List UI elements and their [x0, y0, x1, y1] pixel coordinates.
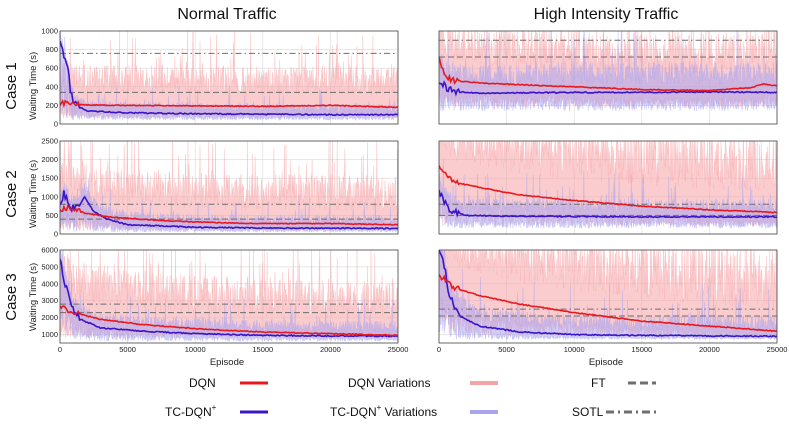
- row-label-case-2: Case 2: [3, 170, 20, 218]
- plot-content: [60, 250, 398, 343]
- x-tick-label: 25000: [388, 345, 409, 354]
- legend-label-dqn: DQN: [189, 376, 216, 390]
- panel-r2-c2: [438, 140, 778, 235]
- legend-label-sotl: SOTL: [572, 405, 604, 419]
- x-tick-label: 10000: [185, 345, 206, 354]
- plot-content: [60, 141, 398, 233]
- y-tick-label: 400: [45, 82, 58, 91]
- panel-r3-c2: 0 5000 10000 15000 20000 25000: [437, 249, 788, 354]
- y-tick-label: 800: [45, 45, 58, 54]
- y-tick-label: 6000: [41, 246, 58, 255]
- y-tick-label: 0: [54, 230, 58, 239]
- y-tick-label: 0: [54, 120, 58, 129]
- x-tick-label: 10000: [564, 345, 585, 354]
- dqn-line: [60, 305, 398, 337]
- y-tick-label: 1000: [41, 27, 58, 36]
- x-tick-label: 20000: [699, 345, 720, 354]
- y-tick-label: 5000: [41, 262, 58, 271]
- y-tick-label: 500: [45, 211, 58, 220]
- tcdqn-line: [439, 80, 777, 97]
- legend-label-ft: FT: [591, 376, 606, 390]
- dqn-line: [439, 274, 777, 333]
- y-tick-label: 3000: [41, 296, 58, 305]
- legend-label-tcdqn-variations: TC-DQN+ Variations: [330, 403, 437, 419]
- dqn-line: [439, 56, 777, 92]
- plot-content: [439, 141, 777, 230]
- x-tick-label: 25000: [767, 345, 788, 354]
- ylabel-case-2: Waiting Time (s): [28, 160, 39, 228]
- plot-frame: [59, 249, 399, 344]
- panel-r1-c2: [438, 30, 778, 125]
- dqn-line: [60, 98, 398, 109]
- plot-frame: [438, 30, 778, 125]
- y-tick-label: 200: [45, 101, 58, 110]
- y-tick-label: 2500: [41, 137, 58, 146]
- plot-frame: [59, 140, 399, 235]
- column-title-normal: Normal Traffic: [177, 6, 276, 23]
- tcdqn-variations-band: [439, 158, 777, 230]
- y-tick-label: 600: [45, 64, 58, 73]
- ylabel-case-3: Waiting Time (s): [28, 263, 39, 331]
- y-tick-label: 4000: [41, 279, 58, 288]
- xlabel-normal: Episode: [210, 357, 244, 368]
- tcdqn-variations-band: [60, 250, 398, 343]
- plot-frame: [59, 30, 399, 125]
- panel-r2-c1: 0 500 1000 1500 2000 2500: [41, 137, 399, 239]
- tcdqn-line: [60, 190, 398, 230]
- legend-label-tcdqn: TC-DQN+: [165, 403, 217, 419]
- legend: DQN TC-DQN+ DQN Variations TC-DQN+ Varia…: [165, 376, 660, 419]
- x-tick-label: 5000: [498, 345, 515, 354]
- y-tick-label: 1000: [41, 330, 58, 339]
- tcdqn-variations-band: [439, 250, 777, 341]
- panel-r1-c1: 0 200 400 600 800 1000: [41, 27, 399, 129]
- xlabel-high: Episode: [589, 357, 623, 368]
- x-tick-label: 20000: [320, 345, 341, 354]
- plot-content: [439, 250, 777, 341]
- ylabel-case-1: Waiting Time (s): [28, 52, 39, 120]
- y-tick-label: 2000: [41, 313, 58, 322]
- row-label-case-1: Case 1: [3, 62, 20, 110]
- legend-label-dqn-variations: DQN Variations: [348, 376, 430, 390]
- tcdqn-line: [60, 258, 398, 338]
- plot-frame: [438, 140, 778, 235]
- y-tick-label: 2000: [41, 155, 58, 164]
- dqn-line: [60, 204, 398, 226]
- column-title-high: High Intensity Traffic: [534, 6, 679, 23]
- chart-panels: 0200400600800100005001000150020002500100…: [41, 27, 787, 355]
- panel-r3-c1: 1000 2000 3000 4000 5000 6000 0 5000 10000 15000 2…: [41, 246, 408, 355]
- plot-content: [60, 31, 398, 121]
- tcdqn-line: [60, 41, 398, 117]
- y-tick-label: 1000: [41, 192, 58, 201]
- dqn-line: [439, 165, 777, 214]
- tcdqn-line: [439, 250, 777, 338]
- x-tick-label: 15000: [252, 345, 273, 354]
- x-tick-label: 5000: [119, 345, 136, 354]
- x-tick-label: 15000: [631, 345, 652, 354]
- tcdqn-line: [439, 189, 777, 219]
- plot-content: [439, 31, 777, 112]
- plot-frame: [438, 249, 778, 344]
- x-tick-label: 0: [437, 345, 441, 354]
- y-tick-label: 1500: [41, 174, 58, 183]
- row-label-case-3: Case 3: [3, 273, 20, 321]
- x-tick-label: 0: [58, 345, 62, 354]
